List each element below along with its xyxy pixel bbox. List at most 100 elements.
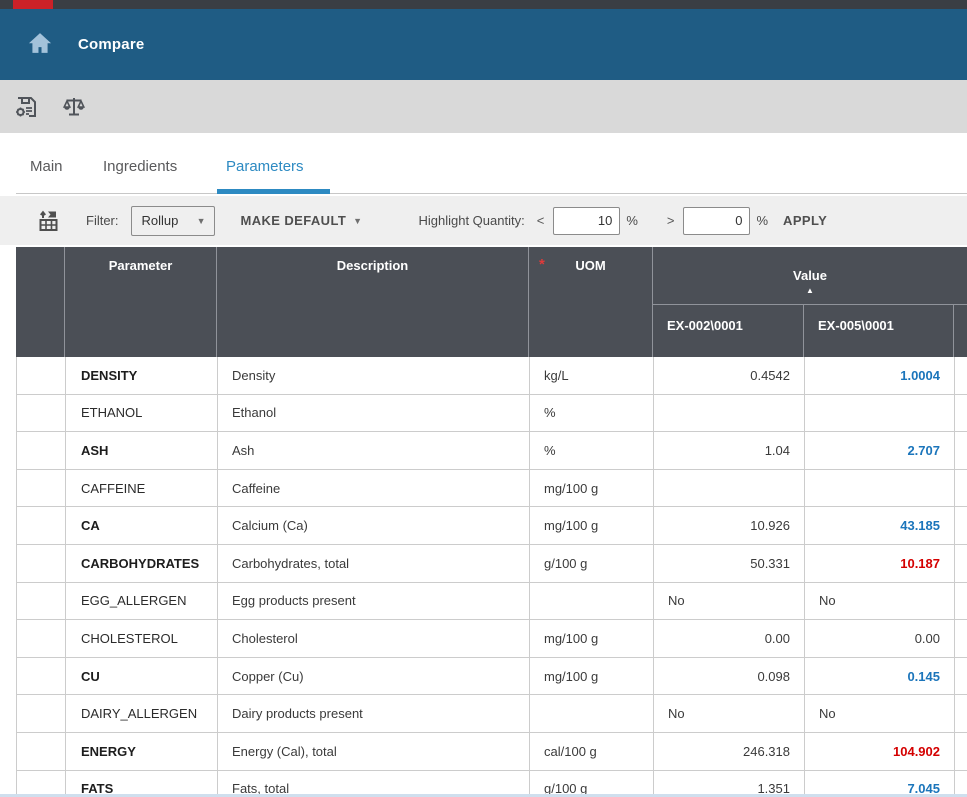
row-indicator-cell [17, 582, 66, 621]
filter-dropdown[interactable]: Rollup ▼ [130, 205, 215, 236]
tab-parameters[interactable]: Parameters [226, 158, 304, 175]
required-mark: * [539, 256, 545, 273]
value-cell-ex005: 1.0004 [805, 357, 955, 395]
value-cell-ex005 [805, 394, 955, 433]
page-title: Compare [78, 36, 145, 53]
value-cell-ex002: No [654, 582, 805, 621]
overflow-cell [955, 545, 967, 583]
uom-cell: mg/100 g [530, 469, 654, 508]
row-indicator-cell [17, 357, 66, 395]
apply-button[interactable]: APPLY [783, 213, 828, 228]
highlight-less-than-input[interactable] [553, 206, 621, 235]
header-parameter[interactable]: Parameter [65, 247, 217, 357]
uom-cell: % [530, 394, 654, 433]
table-row[interactable]: CAFFEINE Caffeine mg/100 g [17, 469, 967, 508]
uom-cell: mg/100 g [530, 657, 654, 696]
home-icon [28, 33, 52, 53]
uom-cell: g/100 g [530, 770, 654, 797]
value-subheaders: EX-002\0001 EX-005\0001 [653, 305, 967, 357]
uom-cell: mg/100 g [530, 507, 654, 545]
row-indicator-cell [17, 469, 66, 508]
brand-red-block [13, 0, 53, 9]
header-value-group: Value ▲ EX-002\0001 EX-005\0001 [653, 247, 967, 357]
make-default-button[interactable]: MAKE DEFAULT ▼ [241, 213, 363, 228]
row-indicator-cell [17, 620, 66, 658]
tab-main[interactable]: Main [30, 158, 63, 175]
overflow-cell [955, 733, 967, 771]
uom-cell: cal/100 g [530, 732, 654, 771]
description-cell: Cholesterol [218, 620, 530, 658]
make-default-label: MAKE DEFAULT [240, 213, 347, 228]
compare-scales-icon [62, 98, 86, 116]
description-cell: Ethanol [218, 394, 530, 433]
save-settings-icon [16, 97, 36, 117]
uom-cell [530, 695, 654, 733]
value-cell-ex002: 50.331 [654, 544, 805, 583]
uom-cell [530, 582, 654, 621]
parameter-cell: CHOLESTEROL [66, 620, 218, 658]
table-row[interactable]: CA Calcium (Ca) mg/100 g 10.926 43.185 [17, 507, 967, 545]
header-ex005[interactable]: EX-005\0001 [804, 305, 954, 357]
tab-underline [16, 193, 967, 194]
row-indicator-cell [17, 695, 66, 733]
header-description[interactable]: Description [217, 247, 529, 357]
table-row[interactable]: ASH Ash% 1.04 2.707 [17, 432, 967, 470]
filter-label: Filter: [86, 213, 119, 228]
parameter-cell: DENSITY [66, 357, 218, 395]
overflow-cell [955, 432, 967, 470]
uom-cell: % [530, 432, 654, 470]
table-row[interactable]: CHOLESTEROL Cholesterol mg/100 g 0.00 0.00 [17, 620, 967, 658]
value-cell-ex005: No [805, 582, 955, 621]
percent-sign: % [756, 213, 769, 228]
greater-than-symbol: > [666, 213, 675, 228]
table-row[interactable]: CU Copper (Cu) mg/100 g 0.098 0.145 [17, 657, 967, 696]
compare-button[interactable] [62, 95, 86, 119]
uom-cell: mg/100 g [530, 620, 654, 658]
header-ex002[interactable]: EX-002\0001 [653, 305, 804, 357]
header-uom[interactable]: * UOM [529, 247, 653, 357]
description-cell: Copper (Cu) [218, 657, 530, 696]
parameter-cell: ENERGY [66, 732, 218, 771]
window-top-strip [0, 0, 967, 9]
tab-bar: Main Ingredients Parameters [0, 133, 967, 196]
tab-ingredients[interactable]: Ingredients [103, 158, 178, 175]
sort-ascending-icon: ▲ [806, 286, 814, 295]
overflow-cell [955, 507, 967, 545]
table-row[interactable]: FATS Fats, total g/100 g 1.351 7.045 [17, 770, 967, 797]
save-settings-button[interactable] [14, 95, 38, 119]
value-cell-ex005 [805, 469, 955, 508]
percent-sign: % [626, 213, 638, 228]
description-cell: Egg products present [218, 582, 530, 621]
highlight-quantity-label: Highlight Quantity: [418, 213, 525, 228]
active-tab-indicator [217, 189, 330, 194]
table-row[interactable]: DENSITY Density kg/L 0.4542 1.0004 [17, 357, 967, 395]
table-row[interactable]: ETHANOL Ethanol% [17, 394, 967, 433]
parameters-table: Parameter Description * UOM Value ▲ EX-0… [16, 247, 967, 797]
value-cell-ex005: 104.902 [805, 732, 955, 771]
overflow-cell [955, 695, 967, 733]
description-cell: Ash [218, 432, 530, 470]
highlight-greater-than-input[interactable] [683, 206, 751, 235]
value-cell-ex002: 0.00 [654, 620, 805, 658]
value-cell-ex002 [654, 394, 805, 433]
value-cell-ex005: 0.145 [805, 657, 955, 696]
table-row[interactable]: CARBOHYDRATES Carbohydrates, total g/100 g… [17, 544, 967, 583]
app-header: Compare [0, 9, 967, 80]
table-row[interactable]: EGG_ALLERGEN Egg products present No No [17, 582, 967, 621]
table-row[interactable]: DAIRY_ALLERGEN Dairy products present No No [17, 695, 967, 733]
horizontal-scrollbar-edge[interactable] [0, 794, 967, 797]
rollup-grid-icon[interactable] [38, 209, 59, 232]
home-button[interactable] [26, 29, 54, 57]
overflow-cell [955, 470, 967, 508]
row-indicator-cell [17, 657, 66, 696]
value-cell-ex002: 0.4542 [654, 357, 805, 395]
description-cell: Dairy products present [218, 695, 530, 733]
parameter-cell: CU [66, 657, 218, 696]
parameter-cell: FATS [66, 770, 218, 797]
filter-dropdown-value: Rollup [141, 213, 179, 228]
value-cell-ex002: 246.318 [654, 732, 805, 771]
parameter-cell: EGG_ALLERGEN [66, 582, 218, 621]
header-value[interactable]: Value ▲ [653, 258, 967, 305]
table-row[interactable]: ENERGY Energy (Cal), total cal/100 g 246.31… [17, 732, 967, 771]
